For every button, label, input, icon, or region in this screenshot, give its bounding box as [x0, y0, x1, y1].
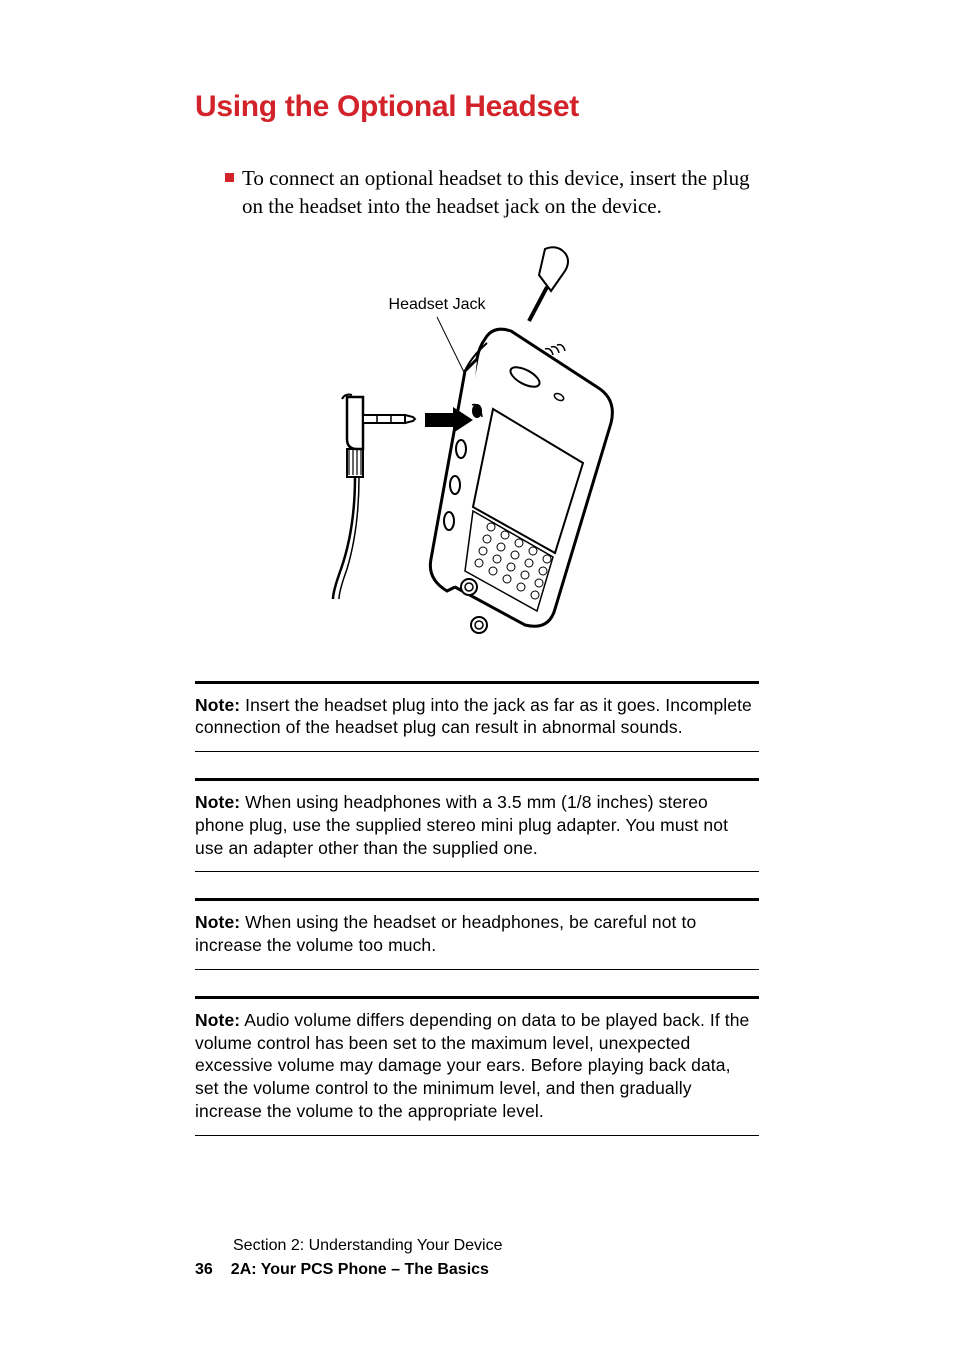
headset-plug-icon — [333, 394, 415, 599]
diagram-label: Headset Jack — [389, 296, 487, 313]
instruction-block: To connect an optional headset to this d… — [195, 164, 759, 221]
note-text: When using headphones with a 3.5 mm (1/8… — [195, 792, 728, 858]
note-text: When using the headset or headphones, be… — [195, 912, 696, 955]
page-heading: Using the Optional Headset — [195, 90, 759, 124]
note-1: Note: Insert the headset plug into the j… — [195, 681, 759, 753]
note-text: Audio volume differs depending on data t… — [195, 1010, 749, 1121]
square-bullet-icon — [225, 173, 234, 182]
note-2: Note: When using headphones with a 3.5 m… — [195, 778, 759, 872]
page-footer: Section 2: Understanding Your Device 36 2… — [195, 1237, 503, 1279]
note-3: Note: When using the headset or headphon… — [195, 898, 759, 970]
note-4: Note: Audio volume differs depending on … — [195, 996, 759, 1136]
note-label: Note: — [195, 695, 240, 715]
note-label: Note: — [195, 1010, 240, 1030]
note-label: Note: — [195, 912, 240, 932]
footer-chapter: 2A: Your PCS Phone – The Basics — [231, 1261, 489, 1278]
page-number: 36 — [195, 1261, 213, 1278]
note-label: Note: — [195, 792, 240, 812]
footer-section: Section 2: Understanding Your Device — [195, 1237, 503, 1255]
instruction-text: To connect an optional headset to this d… — [242, 164, 759, 221]
headset-diagram: Headset Jack — [195, 239, 759, 659]
phone-body-icon — [430, 329, 612, 633]
note-text: Insert the headset plug into the jack as… — [195, 695, 752, 738]
